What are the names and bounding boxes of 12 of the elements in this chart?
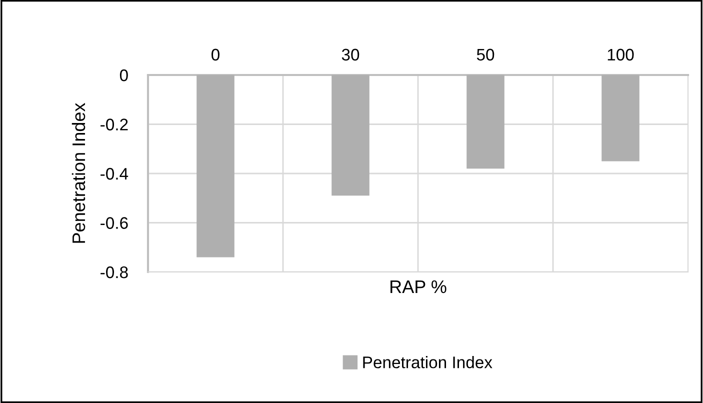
y-tick-label: -0.6 [100, 217, 128, 229]
x-tick-label: 100 [608, 48, 634, 61]
y-tick-label: 0 [120, 69, 128, 82]
legend-label: Penetration Index [363, 356, 492, 368]
y-tick-label: -0.8 [100, 266, 128, 278]
y-axis-title: Penetration Index [72, 102, 86, 243]
y-tick-label: -0.4 [100, 168, 128, 180]
x-tick-label: 50 [476, 48, 494, 61]
y-tick-label: -0.2 [100, 118, 128, 130]
x-tick-label: 0 [212, 48, 220, 61]
x-axis-title: RAP % [390, 280, 446, 294]
x-tick-label: 30 [342, 48, 360, 61]
